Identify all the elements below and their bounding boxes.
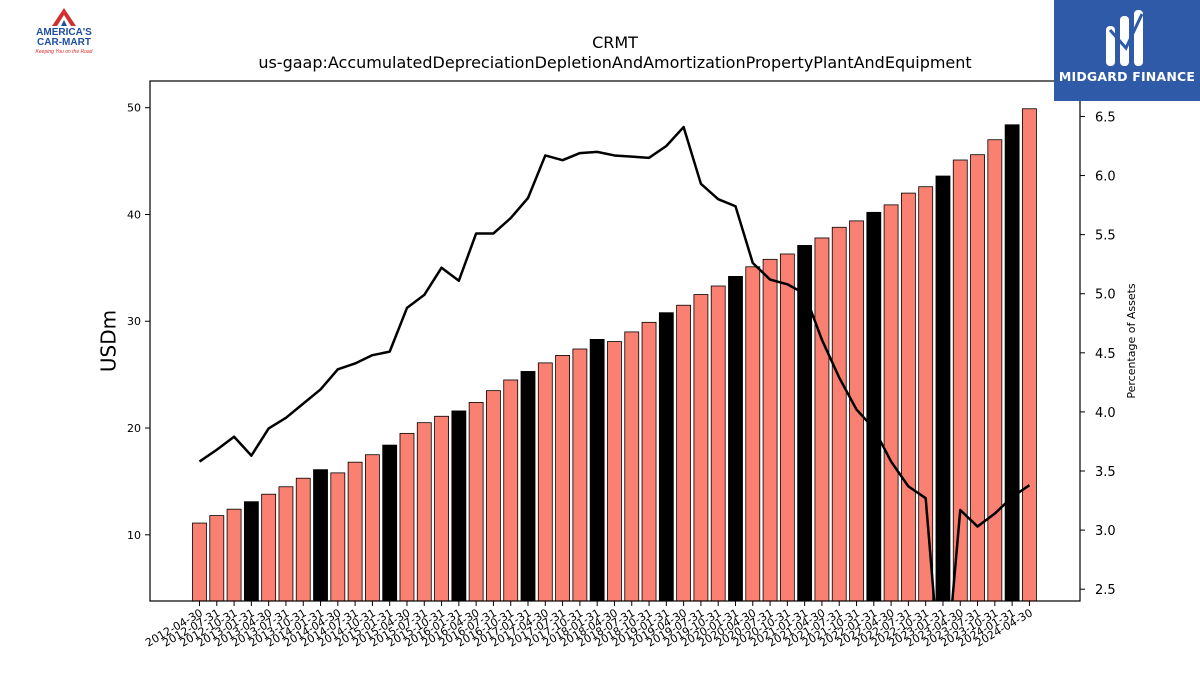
- bar-2020-10-31: [779, 253, 795, 602]
- chart-subtitle: us-gaap:AccumulatedDepreciationDepletion…: [258, 53, 971, 72]
- y-tick-label: 50: [127, 102, 141, 115]
- chart-title: CRMT: [592, 33, 638, 52]
- bar-2013-04-30: [261, 493, 277, 602]
- y2-tick-label: 5.5: [1095, 229, 1116, 244]
- bar-2021-01-31: [797, 245, 813, 602]
- americas-car-mart-logo: AMERICA'S CAR-MART Keeping You on the Ro…: [22, 6, 106, 58]
- bar-2015-01-31: [382, 444, 398, 602]
- bar-series: [192, 108, 1037, 602]
- car-mart-emblem-icon: [52, 8, 76, 26]
- bar-2017-04-30: [537, 362, 553, 602]
- bar-2012-10-31: [226, 508, 242, 602]
- bar-2019-07-31: [693, 294, 709, 602]
- y2-tick-label: 2.5: [1095, 583, 1116, 598]
- bar-2017-10-31: [572, 348, 588, 602]
- bar-2016-04-30: [468, 401, 484, 602]
- logo-line1: AMERICA'S: [36, 27, 92, 38]
- bar-2023-04-30: [952, 159, 968, 602]
- midgard-logo-text: MIDGARD FINANCE: [1058, 69, 1196, 84]
- bar-2012-04-30: [192, 522, 207, 602]
- logo-line2: CAR-MART: [37, 37, 91, 48]
- bar-2021-04-30: [814, 237, 830, 602]
- bar-2019-04-30: [676, 304, 692, 602]
- y2-tick-label: 6.5: [1095, 110, 1116, 125]
- midgard-finance-logo: MIDGARD FINANCE: [1054, 0, 1200, 101]
- y2-axis-label: Percentage of Assets: [1125, 283, 1138, 399]
- bar-2020-07-31: [762, 258, 778, 602]
- y2-tick-label: 3.0: [1095, 524, 1116, 539]
- bar-2013-07-31: [278, 486, 294, 602]
- bar-2020-01-31: [728, 275, 743, 602]
- bar-2023-10-31: [987, 139, 1003, 602]
- midgard-emblem-icon: [1106, 10, 1144, 66]
- bar-2020-04-30: [745, 266, 761, 602]
- y-axis-label: USDm: [97, 310, 121, 372]
- bar-2017-07-31: [555, 355, 570, 602]
- y-tick-label: 40: [127, 208, 141, 221]
- y2-tick-label: 3.5: [1095, 465, 1116, 480]
- logo-tagline: Keeping You on the Road: [35, 49, 93, 55]
- bar-2013-01-31: [243, 501, 259, 602]
- y2-tick-label: 4.0: [1095, 406, 1116, 421]
- line-series-group: [198, 125, 1031, 601]
- bar-2012-07-31: [209, 515, 225, 602]
- x-axis: 2012-04-302012-07-312012-10-312013-01-31…: [143, 601, 1035, 650]
- bar-2015-10-31: [434, 415, 449, 602]
- y-tick-label: 30: [127, 315, 141, 328]
- bar-2017-01-31: [520, 371, 536, 602]
- y2-tick-label: 5.0: [1095, 288, 1116, 303]
- bar-2014-04-30: [330, 472, 346, 602]
- bar-2022-10-31: [918, 186, 934, 602]
- y-axis-left: 10 20 30 40 50: [127, 102, 150, 542]
- bar-2014-01-31: [313, 469, 328, 602]
- bar-2016-01-31: [451, 410, 467, 602]
- percentage-of-assets-line: [198, 125, 1031, 601]
- bar-2015-07-31: [416, 422, 432, 602]
- bar-2022-07-31: [900, 192, 916, 602]
- plot-frame: [149, 80, 1081, 602]
- bar-2018-10-31: [641, 321, 657, 602]
- bar-2015-04-30: [399, 432, 415, 602]
- bar-2014-10-31: [364, 454, 380, 602]
- bar-2016-07-31: [486, 390, 501, 602]
- bar-2018-04-30: [607, 341, 622, 602]
- bar-2024-01-31: [1004, 124, 1020, 602]
- bar-2021-07-31: [831, 226, 847, 602]
- y-axis-right: 2.5 3.0 3.5 4.0 4.5 5.0 5.5 6.0 6.5: [1080, 110, 1116, 598]
- bar-2014-07-31: [347, 461, 363, 602]
- bar-2022-04-30: [883, 204, 899, 602]
- bar-2022-01-31: [866, 211, 882, 602]
- bar-2023-07-31: [970, 154, 985, 602]
- bar-2019-01-31: [658, 312, 674, 602]
- bar-2019-10-31: [710, 285, 726, 602]
- y-tick-label: 20: [127, 422, 141, 435]
- y2-tick-label: 6.0: [1095, 170, 1116, 185]
- bar-2016-10-31: [503, 379, 519, 602]
- bar-2023-01-31: [935, 175, 951, 602]
- bar-2024-04-30: [1022, 108, 1037, 602]
- bar-2013-10-31: [295, 477, 311, 602]
- bar-2018-07-31: [624, 331, 640, 602]
- bar-2018-01-31: [589, 338, 605, 602]
- y-tick-label: 10: [127, 529, 141, 542]
- y2-tick-label: 4.5: [1095, 347, 1116, 362]
